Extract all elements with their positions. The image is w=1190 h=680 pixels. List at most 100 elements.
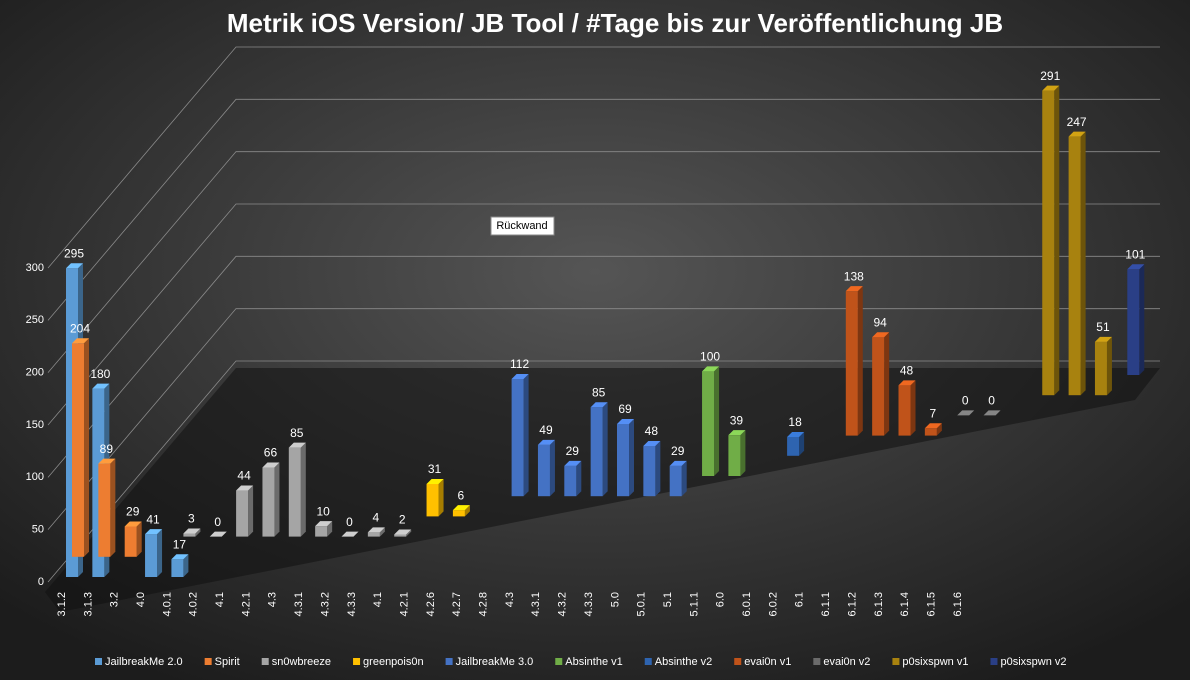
bar-side bbox=[379, 527, 385, 537]
value-label: 0 bbox=[214, 515, 221, 529]
x-tick-label: 4.2.7 bbox=[451, 592, 463, 616]
bar-top bbox=[787, 431, 805, 437]
bar-side bbox=[157, 529, 163, 577]
bar-side bbox=[857, 286, 863, 436]
bar bbox=[124, 526, 137, 557]
legend-label: sn0wbreeze bbox=[272, 656, 331, 668]
bar bbox=[511, 378, 524, 497]
bar bbox=[1127, 269, 1140, 375]
value-label: 101 bbox=[1125, 247, 1145, 261]
chart-title: Metrik iOS Version/ JB Tool / #Tage bis … bbox=[227, 8, 1003, 38]
x-tick-label: 6.1.6 bbox=[952, 592, 964, 616]
bar-top bbox=[669, 460, 687, 466]
bar-side bbox=[1054, 85, 1060, 396]
bar bbox=[787, 436, 800, 456]
legend-label: Spirit bbox=[215, 656, 240, 668]
bar-side bbox=[655, 440, 661, 497]
legend-label: p0sixspwn v1 bbox=[902, 656, 968, 668]
bar-top bbox=[426, 478, 444, 484]
grid-line bbox=[47, 98, 1160, 321]
bar bbox=[1068, 136, 1081, 396]
bar-side bbox=[1139, 264, 1145, 375]
bar-top bbox=[511, 373, 529, 379]
bar-top bbox=[643, 440, 661, 446]
bar bbox=[171, 559, 184, 577]
legend-swatch bbox=[95, 658, 102, 665]
bar-top bbox=[537, 439, 555, 445]
legend-swatch bbox=[990, 658, 998, 665]
value-label: 7 bbox=[930, 406, 937, 420]
x-tick-label: 4.3.3 bbox=[583, 592, 595, 616]
x-tick-label: 6.0 bbox=[715, 592, 727, 607]
bar-top bbox=[617, 418, 634, 424]
bar-side bbox=[740, 430, 746, 476]
value-label: 66 bbox=[264, 446, 278, 460]
bar-top bbox=[983, 410, 1001, 416]
value-label: 295 bbox=[64, 246, 84, 260]
x-tick-label: 3.1.3 bbox=[82, 592, 94, 616]
bar-side bbox=[300, 442, 306, 537]
bar-top bbox=[145, 529, 163, 535]
bar-side bbox=[195, 528, 201, 537]
x-tick-label: 4.3.2 bbox=[319, 592, 331, 616]
value-label: 3 bbox=[188, 512, 195, 526]
x-tick-label: 6.1 bbox=[794, 592, 806, 607]
bar-top bbox=[924, 423, 942, 429]
value-label: 10 bbox=[316, 504, 330, 518]
bar-top bbox=[171, 554, 189, 560]
bar bbox=[236, 490, 249, 537]
bar-side bbox=[110, 458, 116, 557]
value-label: 138 bbox=[844, 269, 864, 283]
x-tick-label: 4.3.1 bbox=[530, 592, 542, 616]
bar-side bbox=[936, 423, 942, 436]
x-tick-label: 4.0 bbox=[135, 592, 147, 607]
value-label: 51 bbox=[1096, 320, 1110, 334]
x-tick-label: 4.1 bbox=[372, 592, 384, 607]
x-tick-label: 4.0.1 bbox=[161, 592, 173, 616]
bar-top bbox=[845, 286, 863, 292]
bar-top bbox=[1127, 264, 1145, 270]
bar-top bbox=[1068, 131, 1086, 137]
bar-side bbox=[910, 380, 916, 436]
bar bbox=[898, 385, 911, 436]
y-tick-label: 300 bbox=[26, 262, 44, 274]
y-tick-label: 0 bbox=[38, 576, 44, 588]
value-label: 29 bbox=[566, 444, 580, 458]
bar-side bbox=[602, 402, 608, 497]
bar-top bbox=[590, 402, 608, 408]
bar bbox=[315, 526, 328, 537]
bar bbox=[845, 291, 858, 436]
value-label: 48 bbox=[645, 424, 659, 438]
value-label: 4 bbox=[373, 511, 380, 525]
bar-top bbox=[315, 521, 333, 527]
x-tick-label: 6.0.2 bbox=[767, 592, 779, 616]
bar-top bbox=[898, 380, 916, 386]
x-tick-label: 4.3 bbox=[267, 592, 279, 607]
bar-top bbox=[872, 332, 890, 338]
value-label: 41 bbox=[146, 512, 160, 526]
bar-side bbox=[799, 431, 805, 456]
bar bbox=[72, 343, 84, 557]
bar-side bbox=[84, 338, 89, 557]
x-tick-label: 4.2.1 bbox=[398, 592, 410, 616]
value-label: 89 bbox=[100, 442, 114, 456]
bar bbox=[145, 534, 158, 577]
x-tick-label: 5.1 bbox=[662, 592, 674, 607]
x-tick-label: 4.2.1 bbox=[240, 592, 252, 616]
legend-swatch bbox=[353, 658, 361, 665]
x-tick-label: 4.3.3 bbox=[346, 592, 358, 616]
bar-top bbox=[183, 528, 201, 534]
annotation: Rückwand bbox=[496, 220, 547, 232]
legend-swatch bbox=[644, 658, 652, 665]
legend-label: greenpois0n bbox=[363, 656, 424, 668]
x-tick-label: 6.1.2 bbox=[846, 592, 858, 616]
bar-top bbox=[66, 263, 83, 269]
bar-top bbox=[1094, 336, 1112, 342]
legend-label: JailbreakMe 2.0 bbox=[105, 656, 183, 668]
value-label: 94 bbox=[873, 315, 887, 329]
bar bbox=[426, 483, 439, 517]
value-label: 44 bbox=[237, 469, 251, 483]
bar-side bbox=[248, 485, 254, 537]
bar-top bbox=[341, 531, 359, 537]
